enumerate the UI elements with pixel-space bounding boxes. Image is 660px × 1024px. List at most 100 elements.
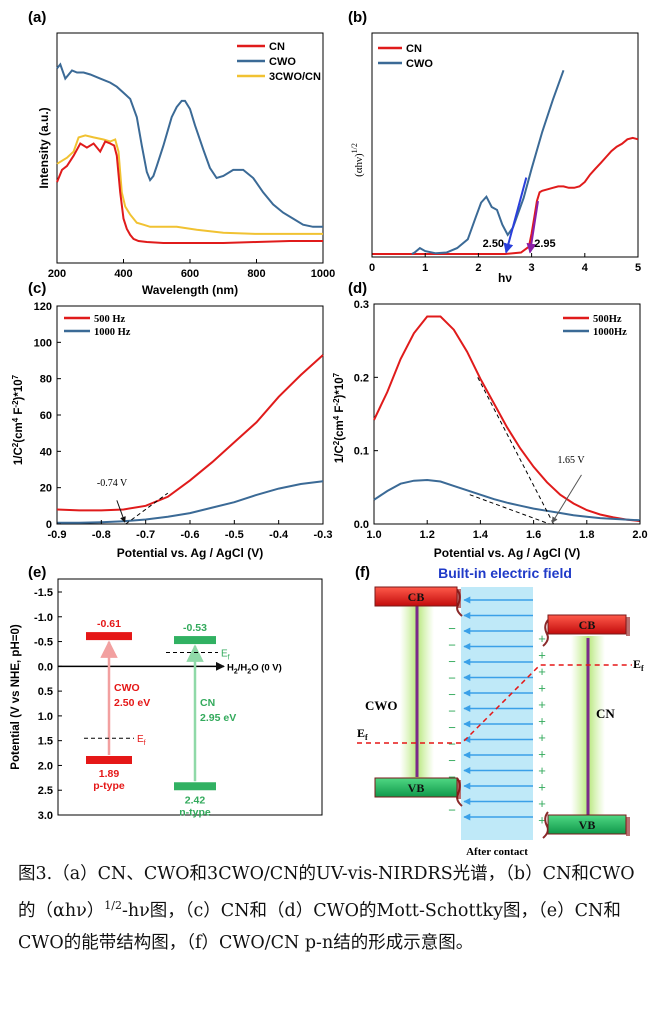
x-axis-c-tick-label: -0.8 [92, 529, 111, 541]
y-axis-e-tick-label: 2.0 [38, 760, 53, 772]
panel-a: (a) 200 400 600 800 1000 Wavelength (nm) Int… [28, 9, 335, 297]
positive-charge: + [538, 763, 546, 778]
x-axis-c-tick-label: -0.7 [136, 529, 155, 541]
cb-bar-cn [174, 636, 216, 645]
negative-charge: − [448, 737, 456, 752]
positive-charge: + [538, 631, 546, 646]
x-axis-a-tick-label: 400 [114, 268, 132, 280]
x-axis-d-tick-label: 1.6 [526, 529, 541, 541]
x-axis-c-tick-label: -0.4 [269, 529, 289, 541]
negative-charge: − [448, 704, 456, 719]
panel-f: (f) Built-in electric field −−−−−−−−−−−−… [355, 564, 644, 858]
x-axis-d-tick-label: 1.2 [420, 529, 435, 541]
series-line-cwo [411, 69, 565, 255]
positive-charge: + [538, 664, 546, 679]
type-label-cwo: p-type [93, 780, 125, 792]
legend-entry: 500 Hz [94, 314, 126, 325]
x-axis-label-c: Potential vs. Ag / AgCl (V) [117, 546, 263, 560]
fermi-label-f: Ef [357, 726, 368, 742]
vb-bar-cwo [86, 755, 132, 764]
x-axis-label-b: hν [498, 271, 512, 285]
fermi-label: Ef [221, 648, 230, 661]
plot-frame-e [57, 578, 323, 816]
tangent-line-d [469, 494, 550, 525]
y-axis-d-tick-label: 0.1 [354, 446, 369, 458]
panel-label-f: (f) [355, 564, 370, 581]
series-line-cn [372, 136, 638, 255]
positive-charge: + [538, 681, 546, 696]
fermi-label: Ef [137, 734, 146, 747]
cwo-cb-box-label: CB [408, 590, 425, 604]
negative-charge: − [448, 770, 456, 785]
h2-h2o-label: H2/H2O (0 V) [227, 662, 282, 675]
panel-d: (d) 1.65 V 1.0 1.2 1.4 1.6 1.8 2.0 0.0 0.1 0.2 0… [332, 280, 648, 560]
y-axis-e-tick-label: -0.5 [34, 637, 53, 649]
panel-e: (e) -1.5 -1.0 -0.5 0.0 0.5 1.0 1.5 2.0 2.5 3.0 Po… [10, 564, 323, 822]
x-axis-c-tick-label: -0.9 [48, 529, 67, 541]
y-axis-label-c: 1/C2(cm4 F-2)*107 [11, 374, 25, 465]
gap-label-cn: 2.95 eV [200, 712, 236, 724]
y-axis-c-tick-label: 120 [34, 301, 52, 313]
x-axis-b-tick-label: 1 [422, 262, 428, 274]
plot-frame-d [373, 303, 641, 525]
y-axis-c-tick-label: 40 [40, 446, 52, 458]
cn-vb-box-shade [626, 817, 630, 836]
bandgap-label-cn: 2.95 [534, 238, 555, 250]
intercept-label-c: -0.74 V [97, 478, 128, 489]
x-axis-c-tick-label: -0.6 [181, 529, 200, 541]
y-axis-c-tick-label: 0 [46, 519, 52, 531]
series-line-0 [373, 315, 641, 523]
positive-charge: + [538, 714, 546, 729]
cn-cb-box-label: CB [579, 618, 596, 632]
figure-caption: 图3.（a）CN、CWO和3CWO/CN的UV-vis-NIRDRS光谱，（b）… [18, 864, 635, 953]
x-axis-a-tick-label: 1000 [311, 268, 335, 280]
negative-charge: − [448, 687, 456, 702]
x-axis-label-a: Wavelength (nm) [142, 283, 238, 297]
x-axis-c-tick-label: -0.3 [314, 529, 333, 541]
y-axis-d-tick-label: 0.2 [354, 372, 369, 384]
fermi-label-f: Ef [633, 657, 644, 673]
panel-label-a: (a) [28, 9, 46, 26]
panel-label-d: (d) [348, 280, 367, 297]
fermi-level-line [357, 664, 632, 744]
material-label-cwo: CWO [114, 682, 140, 694]
panel-c: (c) -0.74 V -0.9 -0.8 -0.7 -0.6 -0.5 -0.4 -0.3… [11, 280, 332, 560]
series-line-3cwo-cn [56, 134, 323, 235]
negative-charge: − [448, 654, 456, 669]
y-axis-d-tick-label: 0.0 [354, 519, 369, 531]
x-axis-d-tick-label: 1.8 [579, 529, 594, 541]
vb-value-cn: 2.42 [185, 794, 206, 806]
y-axis-label-d: 1/C2(cm4 F-2)*107 [332, 372, 346, 463]
x-axis-b-tick-label: 4 [582, 262, 589, 274]
negative-charge: − [448, 803, 456, 818]
y-axis-label-b: (αhν)1/2 [350, 143, 365, 177]
band-bend-cn-cb [542, 619, 549, 647]
y-axis-c-tick-label: 60 [40, 410, 52, 422]
x-axis-b-tick-label: 5 [635, 262, 641, 274]
legend-entry: 3CWO/CN [269, 71, 321, 83]
y-axis-c-tick-label: 100 [34, 337, 52, 349]
negative-charge: − [448, 671, 456, 686]
plot-frame-b [371, 32, 639, 258]
legend-entry: CN [406, 43, 422, 55]
type-label-cn: n-type [179, 806, 211, 818]
y-axis-e-tick-label: 3.0 [38, 810, 53, 822]
cn-cb-box-shade [626, 617, 630, 636]
y-axis-e-tick-label: 0.0 [38, 661, 53, 673]
x-axis-b-tick-label: 0 [369, 262, 375, 274]
y-axis-d-tick-label: 0.3 [354, 299, 369, 311]
built-in-field-title: Built-in electric field [438, 565, 572, 581]
cwo-vb-box-label: VB [408, 781, 425, 795]
tangent-line-c [125, 492, 169, 525]
x-axis-a-tick-label: 600 [181, 268, 199, 280]
series-line-1 [373, 478, 641, 522]
x-axis-a-tick-label: 800 [247, 268, 265, 280]
series-line-cwo [56, 62, 323, 228]
positive-charge: + [538, 648, 546, 663]
vb-bar-cn [174, 782, 216, 791]
y-axis-e-tick-label: 2.5 [38, 785, 53, 797]
panel-b: (b) 2.50 2.95 0 1 2 3 4 5 hν (αhν)1/2 CN CWO [348, 9, 641, 285]
positive-charge: + [538, 813, 546, 828]
x-axis-d-tick-label: 1.4 [473, 529, 489, 541]
figure: (a) 200 400 600 800 1000 Wavelength (nm) Int… [10, 9, 648, 858]
